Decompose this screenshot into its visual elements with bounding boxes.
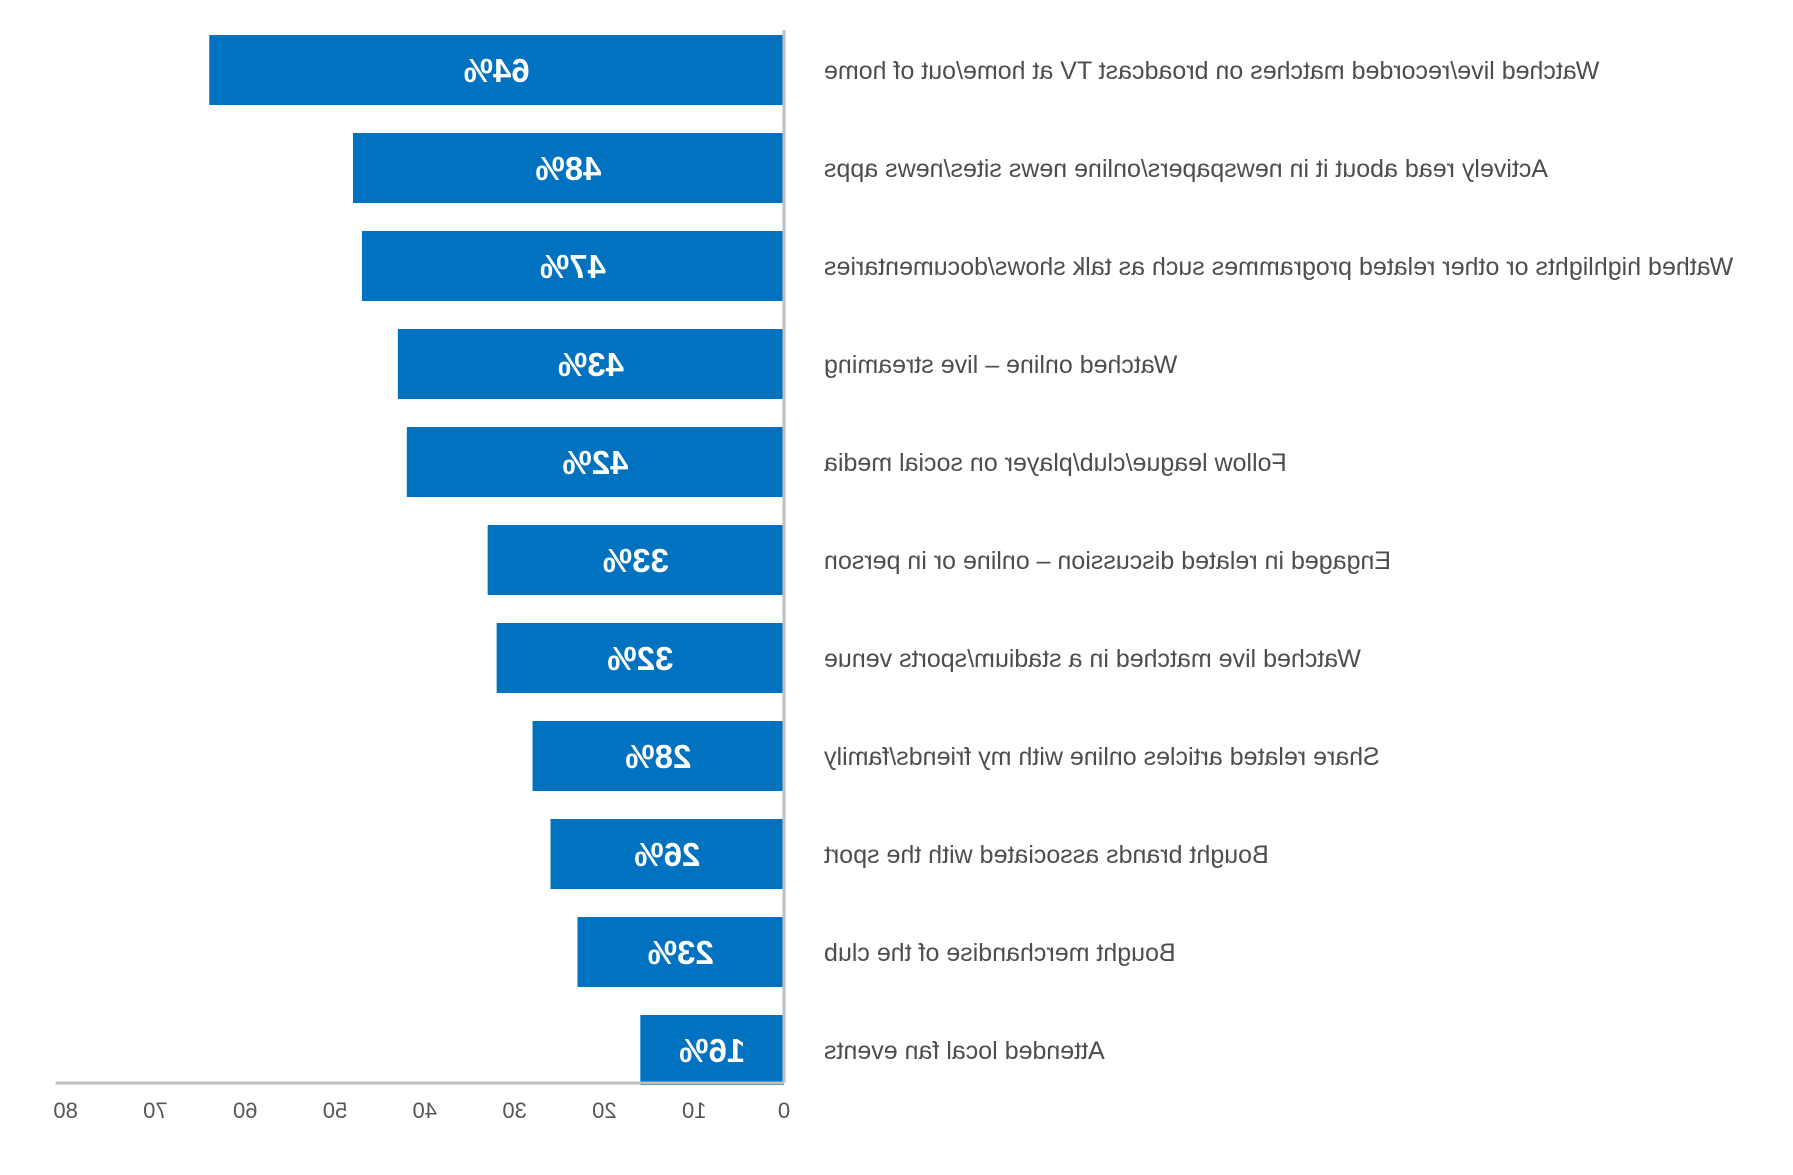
category-label-1: Actively read about it in newspapers/onl… <box>824 155 1548 183</box>
bars-group <box>209 35 784 1085</box>
bar-9 <box>577 917 784 987</box>
x-tick-label-2: 20 <box>592 1098 616 1123</box>
bar-7 <box>532 721 784 791</box>
value-label-10: 16% <box>679 1032 745 1069</box>
x-tick-label-7: 70 <box>143 1098 167 1123</box>
bar-3 <box>397 329 784 399</box>
x-tick-label-6: 60 <box>233 1098 257 1123</box>
value-label-8: 26% <box>634 836 700 873</box>
value-label-6: 32% <box>607 640 673 677</box>
value-label-1: 48% <box>535 150 601 187</box>
category-label-0: Watched live/recorded matches on broadca… <box>824 57 1599 85</box>
bar-8 <box>550 819 784 889</box>
category-label-8: Bought brands associated with the sport <box>824 841 1269 869</box>
bar-5 <box>487 525 784 595</box>
bar-10 <box>640 1015 784 1085</box>
value-label-4: 42% <box>562 444 628 481</box>
bar-4 <box>406 427 784 497</box>
x-tick-label-0: 0 <box>778 1098 790 1123</box>
category-label-2: Wathed highlights or other related progr… <box>824 253 1733 281</box>
value-labels-group: 64% 48% 47% 43% 42% 33% 32% 28% 26% 23% 16% <box>464 52 746 1069</box>
x-tick-label-5: 50 <box>323 1098 347 1123</box>
value-label-9: 23% <box>648 934 714 971</box>
category-label-7: Share related articles online with my fr… <box>824 743 1380 771</box>
category-labels-group: Watched live/recorded matches on broadca… <box>824 57 1734 1065</box>
mirrored-plot: 64% 48% 47% 43% 42% 33% 32% 28% 26% 23% 16% Watche… <box>53 30 1733 1123</box>
value-label-3: 43% <box>558 346 624 383</box>
value-label-7: 28% <box>625 738 691 775</box>
x-tick-label-4: 40 <box>413 1098 437 1123</box>
x-tick-labels-group: 0 10 20 30 40 50 60 70 80 <box>53 1098 790 1123</box>
bar-1 <box>352 133 784 203</box>
x-tick-label-3: 30 <box>502 1098 526 1123</box>
x-tick-label-8: 80 <box>53 1098 77 1123</box>
category-label-4: Follow league/club/player on social medi… <box>824 449 1287 477</box>
category-label-9: Bought merchandise of the club <box>824 939 1176 967</box>
bar-6 <box>496 623 784 693</box>
category-label-6: Watched live matched in a stadium/sports… <box>824 645 1361 673</box>
value-label-5: 33% <box>603 542 669 579</box>
category-label-5: Engaged in related discussion – online o… <box>824 547 1391 575</box>
x-tick-label-1: 10 <box>682 1098 706 1123</box>
category-label-10: Attended local fan events <box>824 1037 1105 1065</box>
category-label-3: Watched online – live streaming <box>824 351 1177 379</box>
value-label-0: 64% <box>464 52 530 89</box>
bar-0 <box>209 35 784 105</box>
value-label-2: 47% <box>540 248 606 285</box>
bar-2 <box>361 231 784 301</box>
